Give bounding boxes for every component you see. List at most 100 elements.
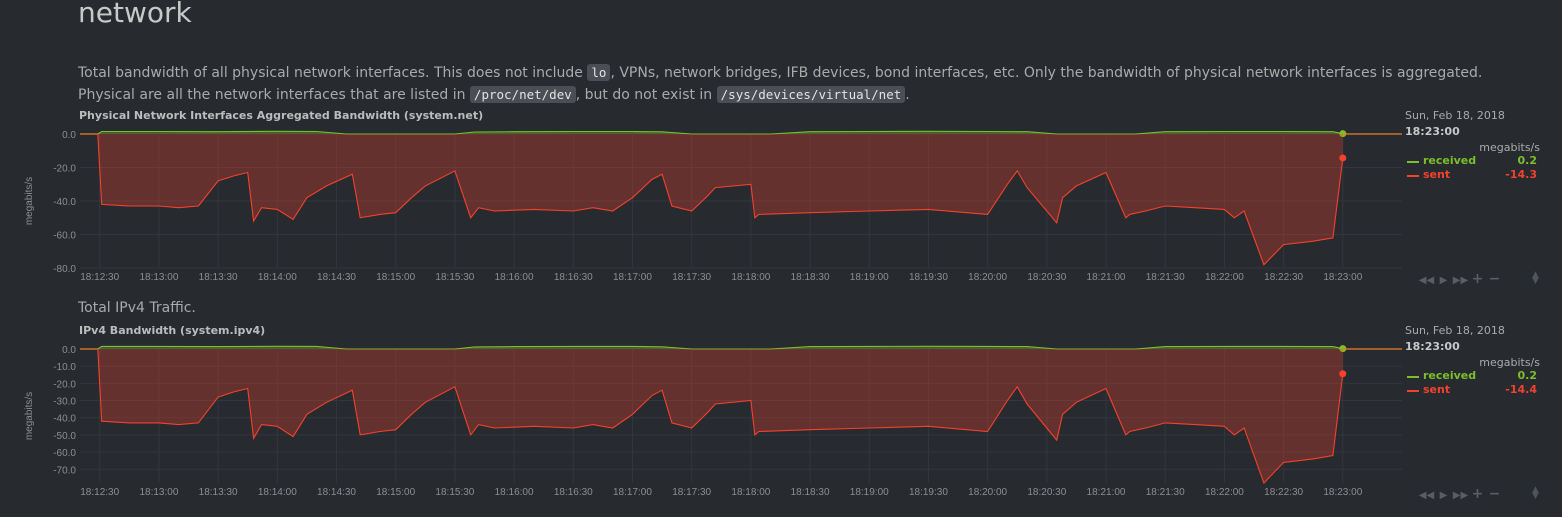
x-tick-label: 18:14:30 (317, 487, 356, 498)
x-tick-label: 18:19:00 (850, 272, 889, 283)
rewind-icon[interactable]: ◀◀ (1418, 275, 1435, 286)
x-tick-label: 18:17:30 (672, 272, 711, 283)
toolbox-system-net: ◀◀ ▶ ▶▶ + − (1418, 268, 1503, 287)
legend-row-received[interactable]: received 0.2 (1405, 369, 1540, 383)
series-point-sent (1339, 154, 1347, 162)
y-axis-label: megabits/s (24, 392, 35, 440)
legend-date: Sun, Feb 18, 2018 (1405, 324, 1505, 337)
chart-title-system-net: Physical Network Interfaces Aggregated B… (79, 109, 484, 122)
y-tick-label: -40.0 (53, 197, 76, 208)
x-tick-label: 18:18:00 (731, 487, 770, 498)
code-sys-devices-virtual-net: /sys/devices/virtual/net (716, 86, 906, 103)
x-tick-label: 18:19:00 (850, 487, 889, 498)
y-tick-label: -30.0 (53, 397, 76, 408)
rewind-icon[interactable]: ◀◀ (1418, 490, 1435, 501)
x-tick-label: 18:21:30 (1146, 272, 1185, 283)
x-tick-label: 18:17:30 (672, 487, 711, 498)
fast-forward-icon[interactable]: ▶▶ (1452, 275, 1469, 286)
x-tick-label: 18:12:30 (80, 272, 119, 283)
y-tick-label: -40.0 (53, 414, 76, 425)
legend-date: Sun, Feb 18, 2018 (1405, 109, 1505, 122)
x-tick-label: 18:17:00 (613, 272, 652, 283)
chart-system-net[interactable]: 0.0 -20.0 -40.0 -60.0 -80.0 18:12:30 18:13:00 1… (0, 116, 1410, 288)
x-tick-label: 18:14:00 (258, 272, 297, 283)
x-tick-label: 18:16:00 (495, 272, 534, 283)
legend-time: 18:23:00 (1405, 340, 1460, 353)
x-tick-label: 18:14:30 (317, 272, 356, 283)
y-tick-label: 0.0 (62, 130, 76, 141)
zoom-in-icon[interactable]: + (1471, 486, 1484, 502)
x-tick-label: 18:19:30 (909, 487, 948, 498)
x-tick-label: 18:21:00 (1087, 272, 1126, 283)
chart-title-system-ipv4: IPv4 Bandwidth (system.ipv4) (79, 324, 266, 337)
legend-units: megabits/s (1479, 141, 1540, 154)
legend-value-sent: -14.3 (1505, 168, 1537, 181)
series-line-sent (97, 133, 1344, 266)
x-tick-label: 18:22:00 (1205, 272, 1244, 283)
section-title: network (78, 0, 192, 29)
legend-swatch-received (1407, 376, 1419, 378)
legend-name-sent: sent (1423, 168, 1451, 181)
zoom-in-icon[interactable]: + (1471, 271, 1484, 287)
x-tick-label: 18:22:00 (1205, 487, 1244, 498)
play-icon[interactable]: ▶ (1439, 490, 1448, 501)
legend-row-sent[interactable]: sent -14.3 (1405, 168, 1540, 182)
legend-value-received: 0.2 (1517, 154, 1538, 167)
legend-system-net: Sun, Feb 18, 2018 18:23:00 megabits/s re… (1405, 109, 1540, 182)
x-tick-label: 18:16:30 (554, 487, 593, 498)
x-tick-label: 18:22:30 (1264, 272, 1303, 283)
x-tick-label: 18:15:30 (435, 487, 474, 498)
code-proc-net-dev: /proc/net/dev (469, 86, 576, 103)
legend-system-ipv4: Sun, Feb 18, 2018 18:23:00 megabits/s re… (1405, 324, 1540, 397)
description-text-1: Total bandwidth of all physical network … (78, 65, 588, 81)
description-text-3: , but do not exist in (575, 87, 717, 103)
toolbox-system-ipv4: ◀◀ ▶ ▶▶ + − (1418, 483, 1503, 502)
zoom-out-icon[interactable]: − (1488, 271, 1501, 287)
y-tick-label: -60.0 (53, 231, 76, 242)
legend-swatch-sent (1407, 390, 1419, 392)
legend-row-sent[interactable]: sent -14.4 (1405, 383, 1540, 397)
legend-swatch-received (1407, 161, 1419, 163)
play-icon[interactable]: ▶ (1439, 275, 1448, 286)
zoom-out-icon[interactable]: − (1488, 486, 1501, 502)
legend-value-sent: -14.4 (1505, 383, 1537, 396)
y-tick-label: -10.0 (53, 362, 76, 373)
x-tick-label: 18:22:30 (1264, 487, 1303, 498)
x-tick-label: 18:14:00 (258, 487, 297, 498)
series-point-sent (1339, 370, 1347, 378)
series-area-received (97, 131, 1343, 134)
x-tick-label: 18:23:00 (1323, 272, 1362, 283)
legend-name-received: received (1423, 369, 1477, 382)
fast-forward-icon[interactable]: ▶▶ (1452, 490, 1469, 501)
chart-system-ipv4[interactable]: 0.0 -10.0 -20.0 -30.0 -40.0 -50.0 -60.0 -70.0 18… (0, 331, 1410, 503)
legend-name-received: received (1423, 154, 1477, 167)
resize-handle-icon[interactable]: ▲ ▼ (1532, 485, 1539, 501)
x-tick-label: 18:18:30 (791, 272, 830, 283)
x-tick-label: 18:13:30 (199, 272, 238, 283)
x-tick-label: 18:20:30 (1027, 272, 1066, 283)
y-tick-label: -20.0 (53, 164, 76, 175)
x-tick-label: 18:15:30 (435, 272, 474, 283)
series-line-received (97, 345, 1343, 350)
x-tick-label: 18:19:30 (909, 272, 948, 283)
x-tick-label: 18:13:00 (139, 272, 178, 283)
x-tick-label: 18:20:30 (1027, 487, 1066, 498)
x-tick-label: 18:12:30 (80, 487, 119, 498)
ipv4-description: Total IPv4 Traffic. (78, 300, 196, 316)
legend-swatch-sent (1407, 175, 1419, 177)
x-tick-label: 18:15:00 (376, 487, 415, 498)
code-lo: lo (587, 64, 611, 81)
x-tick-label: 18:16:00 (495, 487, 534, 498)
legend-row-received[interactable]: received 0.2 (1405, 154, 1540, 168)
y-tick-label: -60.0 (53, 448, 76, 459)
x-tick-label: 18:20:00 (968, 487, 1007, 498)
description-text-4: . (905, 87, 910, 103)
x-tick-label: 18:23:00 (1323, 487, 1362, 498)
x-tick-label: 18:17:00 (613, 487, 652, 498)
series-line-received (97, 130, 1343, 135)
x-tick-label: 18:16:30 (554, 272, 593, 283)
series-area-sent (97, 349, 1343, 483)
legend-time: 18:23:00 (1405, 125, 1460, 138)
resize-handle-icon[interactable]: ▲ ▼ (1532, 270, 1539, 286)
y-tick-label: -70.0 (53, 465, 76, 476)
